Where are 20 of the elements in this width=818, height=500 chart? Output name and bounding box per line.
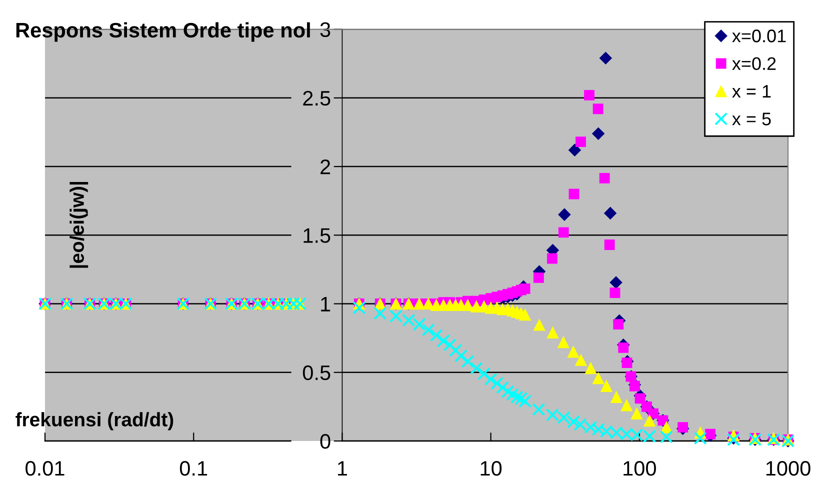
chart-title: Respons Sistem Orde tipe nol xyxy=(16,22,310,42)
x-tick-label: 10 xyxy=(480,460,502,476)
legend-label: x=0.2 xyxy=(732,57,776,70)
y-tick-label: 0 xyxy=(320,434,330,449)
y-tick-label: 2.5 xyxy=(303,90,330,106)
y-tick-label: 0.5 xyxy=(302,365,330,380)
y-tick-label: 1 xyxy=(321,296,330,312)
legend-label: x=0.01 xyxy=(732,30,786,42)
legend-label: x = 5 xyxy=(732,112,771,126)
x-tick-label: 0.1 xyxy=(180,460,208,476)
y-tick-label: 2 xyxy=(320,160,330,174)
y-tick-label: 1.5 xyxy=(304,228,330,243)
legend-label: x = 1 xyxy=(732,85,771,98)
x-tick-label: 0.01 xyxy=(26,460,64,476)
x-axis-title: frekuensi (rad/dt) xyxy=(16,412,174,430)
x-tick-label: 1 xyxy=(338,461,347,476)
x-tick-label: 1000 xyxy=(766,460,810,476)
x-tick-label: 100 xyxy=(624,460,656,476)
y-tick-label: 3 xyxy=(320,22,330,38)
y-axis-title: |eo/ei(jw)| xyxy=(70,182,88,268)
